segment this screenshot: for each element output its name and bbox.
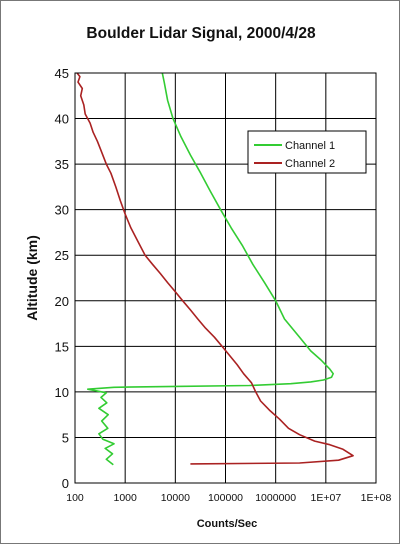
y-tick-label: 25 <box>55 248 69 263</box>
x-tick-label: 100 <box>66 492 84 504</box>
y-tick-label: 15 <box>55 339 69 354</box>
y-tick-label: 0 <box>62 476 69 491</box>
y-tick-label: 45 <box>55 66 69 81</box>
plot-border <box>74 72 377 484</box>
legend-label-channel-2: Channel 2 <box>285 158 335 170</box>
y-tick-label: 40 <box>55 112 69 127</box>
x-axis-label: Counts/Sec <box>197 518 258 530</box>
x-tick-label: 1000000 <box>255 492 296 504</box>
series-line-channel-1 <box>87 72 334 466</box>
x-tick-label: 100000 <box>208 492 243 504</box>
x-tick-label: 1000 <box>113 492 137 504</box>
x-axis-ticks: 100 1000 10000 100000 1000000 1E+07 1E+08 <box>66 492 391 504</box>
legend-box <box>247 130 367 174</box>
legend: Channel 1 Channel 2 <box>247 130 367 174</box>
series-lines <box>76 72 354 466</box>
y-tick-label: 35 <box>55 157 69 172</box>
y-tick-label: 30 <box>55 203 69 218</box>
x-tick-label: 1E+08 <box>361 492 392 504</box>
y-axis-label: Altitude (km) <box>24 235 40 321</box>
legend-label-channel-1: Channel 1 <box>285 140 335 152</box>
series-line-channel-2 <box>76 72 354 465</box>
y-axis-ticks: 0 5 10 15 20 25 30 35 40 45 <box>55 66 69 491</box>
x-tick-label: 1E+07 <box>311 492 342 504</box>
x-tick-label: 10000 <box>161 492 190 504</box>
chart-title: Boulder Lidar Signal, 2000/4/28 <box>86 25 316 42</box>
y-tick-label: 20 <box>55 294 69 309</box>
y-tick-label: 10 <box>55 385 69 400</box>
y-tick-label: 5 <box>62 430 69 445</box>
